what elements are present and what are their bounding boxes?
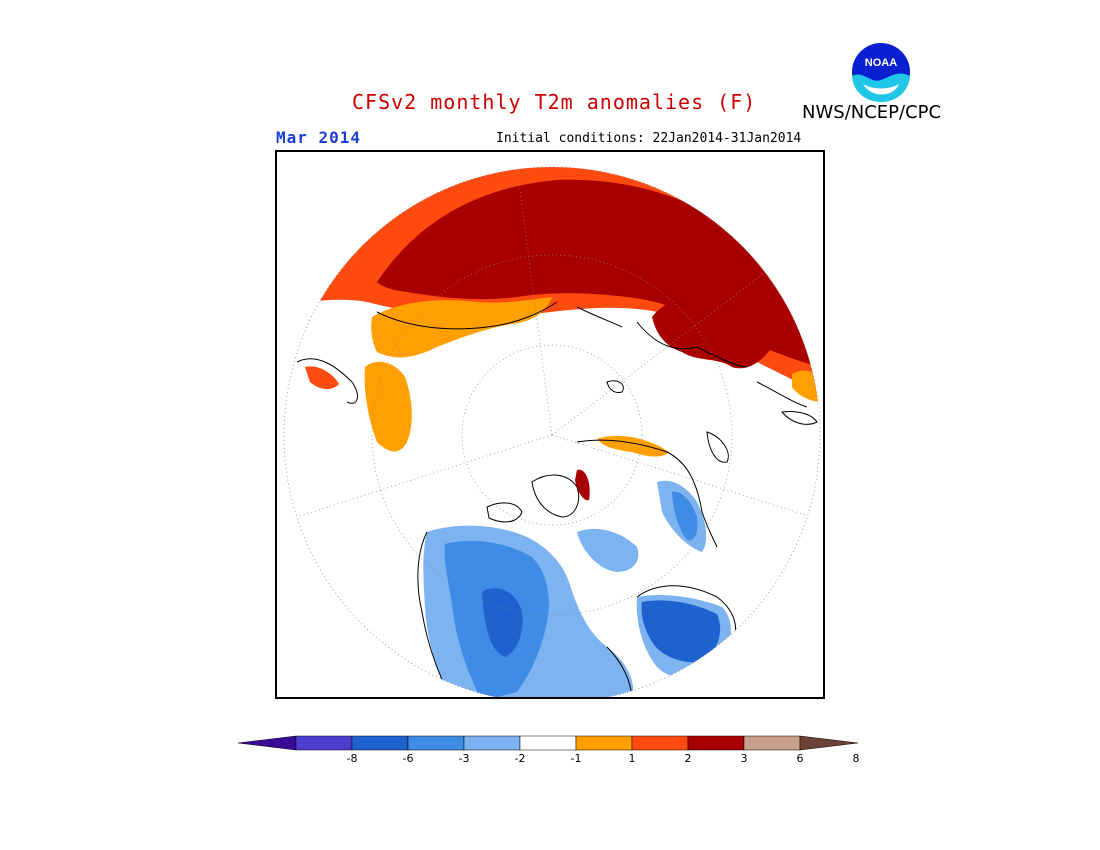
polar-map [283,166,821,697]
anomaly-region-labrador-cold [577,528,639,572]
anomaly-region-europe-cold-2 [641,600,721,663]
legend-bin [463,735,521,751]
anomaly-region-europe-warm [652,297,772,369]
legend-tick-label: -8 [346,752,358,765]
legend-bin [407,735,465,751]
legend-bin [743,735,801,751]
anomaly-region-east-cold-2 [672,491,698,541]
legend-tick-label: -1 [570,752,582,765]
legend-bin [351,735,409,751]
map-panel [275,150,825,699]
color-scale-legend [238,735,859,751]
legend-tick-label: 8 [852,752,860,765]
coastlines [296,301,818,697]
agency-label: NWS/NCEP/CPC [802,102,942,123]
anomaly-region-cold-3 [482,588,523,657]
graticule [296,167,813,616]
legend-tick-label: 3 [740,752,748,765]
initial-conditions: Initial conditions: 22Jan2014-31Jan2014 [496,131,802,146]
anomaly-region-pacific-warm [364,361,412,452]
legend-bin [295,735,353,751]
noaa-logo-text: NOAA [865,57,897,69]
legend-arrow-high [799,735,859,751]
legend-bin [575,735,633,751]
legend-bin [519,735,577,751]
legend-bin [687,735,745,751]
forecast-month: Mar 2014 [276,128,362,147]
map-title: CFSv2 monthly T2m anomalies (F) [352,90,757,114]
legend-tick-label: 2 [684,752,692,765]
legend-tick-label: -3 [458,752,470,765]
noaa-logo-icon: NOAA [850,41,912,103]
anomaly-region-warm-1 [371,297,552,358]
legend-arrow-low [238,735,297,751]
legend-tick-label: -6 [402,752,414,765]
legend-tick-label: 1 [628,752,636,765]
legend-tick-label: -2 [514,752,526,765]
legend-tick-label: 6 [796,752,804,765]
legend-bin [631,735,689,751]
anomaly-region-greenland-warm-2 [575,469,590,501]
anomaly-region-pacific-warm-2 [305,366,339,390]
